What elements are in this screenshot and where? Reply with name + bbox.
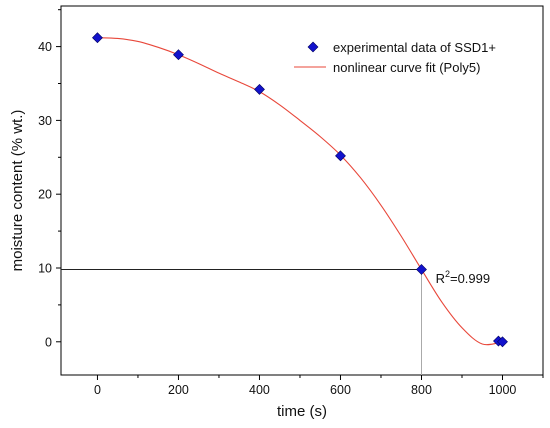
legend: experimental data of SSD1+ nonlinear cur… [294, 40, 496, 75]
data-point-marker [92, 32, 103, 44]
x-tick-label: 200 [168, 383, 189, 397]
x-tick-label: 1000 [489, 383, 517, 397]
x-tick-label: 0 [94, 383, 101, 397]
r-squared-value: =0.999 [450, 271, 490, 286]
plot-frame [60, 5, 544, 376]
reference-lines [61, 268, 422, 375]
y-tick-label: 30 [38, 114, 52, 128]
legend-marker-experimental [307, 41, 319, 53]
data-markers [92, 32, 508, 348]
fit-curve-line [97, 37, 503, 346]
y-tick-label: 10 [38, 261, 52, 275]
y-tick-label: 20 [38, 188, 52, 202]
r-squared-symbol: R [436, 271, 445, 286]
x-tick-label: 400 [249, 383, 270, 397]
data-point-marker [173, 49, 184, 61]
x-tick-label: 800 [411, 383, 432, 397]
y-tick-label: 0 [45, 335, 52, 349]
legend-label-fit: nonlinear curve fit (Poly5) [333, 60, 480, 75]
y-tick-label: 40 [38, 40, 52, 54]
y-axis: 0 10 20 30 40 [38, 9, 61, 349]
data-point-marker [254, 83, 265, 95]
data-point-marker [497, 336, 508, 348]
data-point-marker [335, 150, 346, 162]
x-axis: 0 200 400 600 800 1000 [94, 375, 544, 397]
legend-label-experimental: experimental data of SSD1+ [333, 40, 496, 55]
r-squared-annotation: R2=0.999 [436, 269, 491, 286]
y-axis-title: moisture content (% wt.) [9, 110, 26, 272]
r-squared-superscript: 2 [445, 269, 450, 279]
x-axis-title: time (s) [277, 403, 327, 420]
data-point-marker [416, 264, 427, 275]
x-tick-label: 600 [330, 383, 351, 397]
